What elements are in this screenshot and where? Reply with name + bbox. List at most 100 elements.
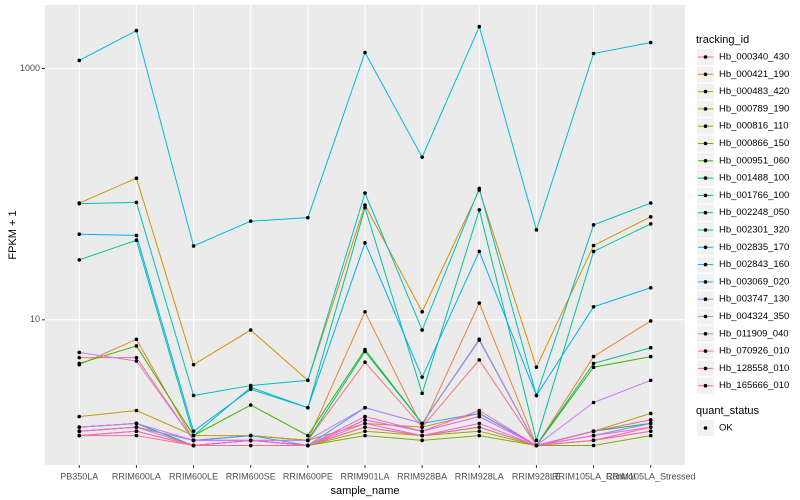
data-point bbox=[591, 429, 596, 434]
data-point bbox=[191, 438, 196, 443]
legend-point bbox=[703, 426, 708, 430]
data-point bbox=[591, 249, 596, 254]
data-point bbox=[191, 244, 196, 248]
legend-point bbox=[703, 297, 708, 302]
data-point bbox=[134, 176, 139, 180]
legend-label: Hb_000483_420 bbox=[719, 86, 789, 97]
data-point bbox=[534, 438, 539, 443]
data-point bbox=[248, 403, 253, 407]
data-point bbox=[648, 418, 653, 422]
data-point bbox=[363, 405, 367, 410]
data-point bbox=[191, 443, 196, 448]
data-point bbox=[363, 425, 367, 429]
data-point bbox=[77, 361, 82, 366]
legend-point bbox=[703, 332, 708, 336]
data-point bbox=[306, 378, 310, 383]
data-point bbox=[648, 285, 653, 290]
data-point bbox=[420, 391, 424, 396]
data-point bbox=[363, 429, 367, 434]
data-point bbox=[191, 393, 196, 398]
data-point bbox=[648, 345, 653, 350]
legend-point bbox=[703, 383, 708, 388]
data-point bbox=[77, 425, 82, 429]
data-point bbox=[477, 249, 482, 254]
legend-label: Hb_070926_010 bbox=[719, 346, 789, 357]
legend-point bbox=[703, 228, 708, 232]
data-point bbox=[420, 375, 424, 379]
data-point bbox=[248, 433, 253, 438]
legend-label: Hb_165666_010 bbox=[719, 380, 789, 391]
legend-label: Hb_000421_190 bbox=[719, 69, 789, 80]
data-point bbox=[591, 433, 596, 438]
data-point bbox=[648, 222, 653, 226]
data-point bbox=[420, 438, 424, 443]
data-point bbox=[591, 243, 596, 248]
data-point bbox=[363, 203, 367, 207]
data-point bbox=[591, 51, 596, 56]
legend-point bbox=[703, 280, 708, 284]
data-point bbox=[134, 337, 139, 342]
legend-label: Hb_001488_100 bbox=[719, 173, 789, 184]
data-point bbox=[477, 414, 482, 419]
x-tick-label: RRIM928LE bbox=[512, 471, 561, 481]
x-tick-label: RRIM105LA_Stressed bbox=[606, 471, 696, 481]
x-tick-label: PB350LA bbox=[60, 471, 98, 481]
data-point bbox=[134, 425, 139, 429]
data-point bbox=[306, 443, 310, 448]
data-point bbox=[77, 232, 82, 237]
data-point bbox=[477, 411, 482, 416]
legend-label: Hb_011909_040 bbox=[719, 328, 789, 339]
data-point bbox=[477, 433, 482, 438]
data-point bbox=[306, 405, 310, 410]
legend-point bbox=[703, 89, 708, 94]
data-point bbox=[363, 349, 367, 354]
data-point bbox=[363, 360, 367, 365]
data-point bbox=[363, 309, 367, 314]
points bbox=[77, 24, 653, 448]
legend-label: Hb_000951_060 bbox=[719, 155, 789, 166]
data-point bbox=[134, 200, 139, 205]
legend-point bbox=[703, 72, 708, 77]
data-point bbox=[591, 400, 596, 405]
x-tick-label: RRIM901LA bbox=[340, 471, 389, 481]
data-point bbox=[77, 433, 82, 438]
data-point bbox=[420, 155, 424, 159]
legend-label: Hb_000340_430 bbox=[719, 52, 789, 63]
shape-legend-title: quant_status bbox=[696, 405, 759, 417]
legend-label: Hb_003747_130 bbox=[719, 294, 789, 305]
data-point bbox=[534, 393, 539, 398]
legend-label: Hb_000866_150 bbox=[719, 138, 789, 149]
y-tick-label: 10 bbox=[30, 314, 40, 324]
data-point bbox=[591, 305, 596, 309]
data-point bbox=[648, 433, 653, 438]
data-point bbox=[77, 355, 82, 360]
data-point bbox=[648, 429, 653, 434]
x-tick-label: RRIM600LE bbox=[169, 471, 218, 481]
data-point bbox=[591, 361, 596, 366]
legend-label: Hb_002248_050 bbox=[719, 207, 789, 218]
legend-label: Hb_002301_320 bbox=[719, 225, 789, 236]
data-point bbox=[420, 433, 424, 438]
data-point bbox=[534, 443, 539, 448]
data-point bbox=[248, 383, 253, 388]
data-point bbox=[477, 337, 482, 342]
legend-point bbox=[703, 159, 708, 163]
data-point bbox=[306, 215, 310, 220]
data-point bbox=[591, 223, 596, 227]
legend-label: Hb_128558_010 bbox=[719, 363, 789, 374]
data-point bbox=[648, 354, 653, 359]
data-point bbox=[363, 418, 367, 422]
data-point bbox=[648, 40, 653, 45]
data-point bbox=[420, 429, 424, 434]
data-point bbox=[248, 438, 253, 443]
data-point bbox=[134, 28, 139, 33]
y-tick-label: 1000 bbox=[20, 63, 40, 73]
data-point bbox=[134, 408, 139, 413]
data-point bbox=[306, 438, 310, 443]
data-point bbox=[477, 358, 482, 362]
legend-point bbox=[703, 124, 708, 128]
legend-point bbox=[703, 210, 708, 215]
data-point bbox=[77, 258, 82, 262]
data-point bbox=[534, 228, 539, 232]
x-tick-label: RRIM600SE bbox=[226, 471, 276, 481]
